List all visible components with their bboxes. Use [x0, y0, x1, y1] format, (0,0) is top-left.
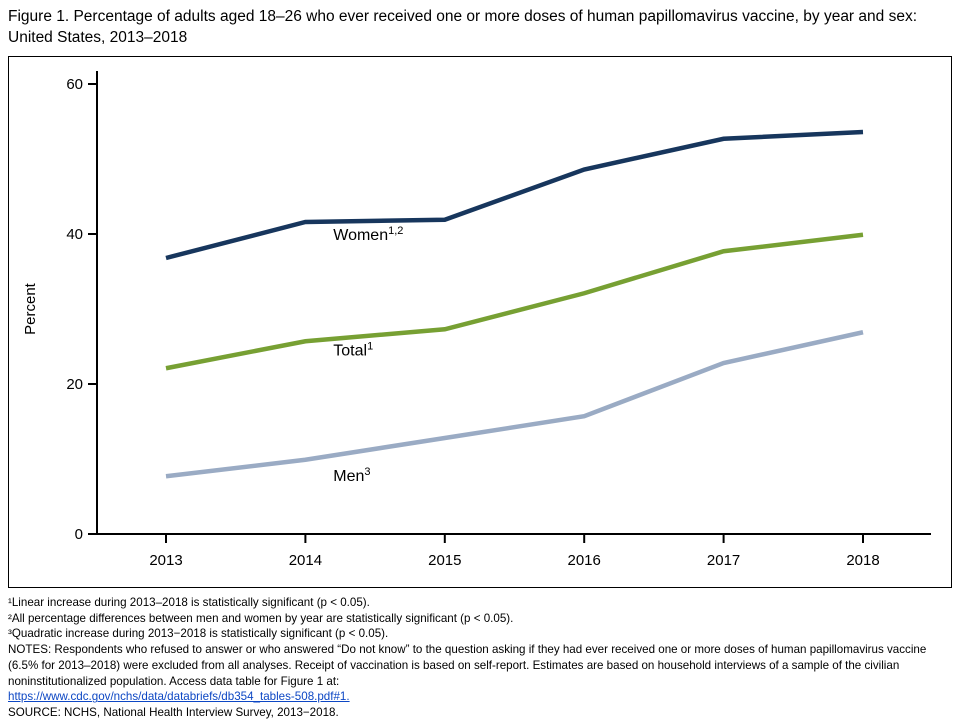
notes-text: NOTES: Respondents who refused to answer…	[8, 643, 927, 688]
x-tick-label: 2018	[846, 552, 879, 569]
series-label-men: Men3	[333, 466, 370, 485]
series-label-women: Women1,2	[333, 225, 403, 244]
x-tick-label: 2013	[149, 552, 182, 569]
y-tick-label: 0	[75, 526, 83, 543]
footnote-2: ²All percentage differences between men …	[8, 611, 514, 625]
line-chart: 0 20 40 60 2013 2014 2015 2016 2017 2018 Percent Wo…	[22, 70, 931, 569]
x-tick-label: 2014	[289, 552, 322, 569]
footnote-3: ³Quadratic increase during 2013−2018 is …	[8, 627, 389, 641]
y-axis-title: Percent	[22, 282, 39, 335]
footnote-1: ¹Linear increase during 2013–2018 is sta…	[8, 595, 370, 609]
y-tick-label: 60	[66, 76, 83, 93]
chart-container: 0 20 40 60 2013 2014 2015 2016 2017 2018 Percent Wo…	[8, 55, 952, 588]
x-tick-label: 2017	[707, 552, 740, 569]
source-text: SOURCE: NCHS, National Health Interview …	[8, 706, 339, 720]
x-tick-label: 2016	[568, 552, 601, 569]
series-line-men	[165, 329, 864, 479]
footnotes: ¹Linear increase during 2013–2018 is sta…	[0, 588, 960, 721]
figure-title: Figure 1. Percentage of adults aged 18–2…	[8, 8, 917, 46]
series-line-women	[165, 129, 864, 261]
series-line-total	[165, 232, 864, 371]
y-tick-label: 20	[66, 376, 83, 393]
y-tick-label: 40	[66, 226, 83, 243]
data-table-link[interactable]: https://www.cdc.gov/nchs/data/databriefs…	[8, 690, 350, 704]
x-tick-label: 2015	[428, 552, 461, 569]
series-label-total: Total1	[333, 340, 373, 359]
